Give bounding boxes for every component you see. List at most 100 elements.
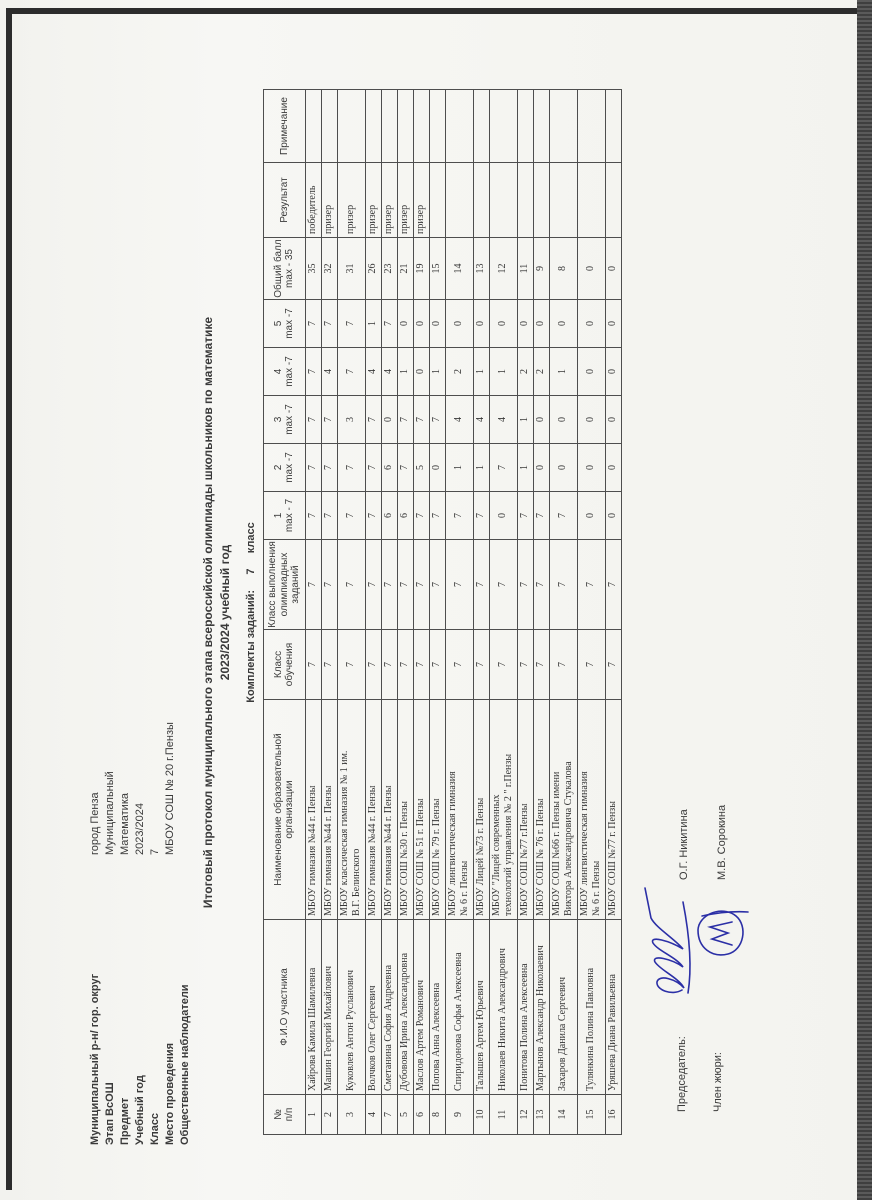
score-task-2: 7 (365, 443, 381, 492)
protocol-title-line2: 2023/2024 учебный год (218, 544, 232, 681)
table-row: 5 Дубовова Ирина Александровна МБОУ СОШ №3… (397, 89, 413, 1135)
result (489, 162, 517, 238)
info-line-year: Учебный год 2023/2024 (133, 722, 148, 1145)
class-study: 7 (489, 629, 517, 700)
info-label-district: Муниципальный р-н/ гор. округ (89, 973, 101, 1145)
header-note: Примечание (263, 89, 305, 163)
result (429, 162, 445, 238)
table-row: 14 Захаров Данила Сергеевич МБОУ СОШ №66 г… (549, 89, 577, 1135)
scan-frame-right-edge (857, 0, 872, 1200)
score-task-1: 7 (473, 491, 489, 540)
row-number: 5 (397, 1094, 413, 1135)
score-task-1: 0 (605, 491, 621, 540)
score-task-3: 7 (429, 395, 445, 444)
class-study: 7 (381, 629, 397, 700)
protocol-info-block: Муниципальный р-н/ гор. округ город Пенза… (88, 722, 193, 1145)
score-task-5: 7 (337, 299, 365, 348)
row-number: 9 (445, 1094, 473, 1135)
result: призер (381, 162, 397, 238)
organization: МБОУ СОШ №30 г. Пензы (397, 699, 413, 920)
score-task-1: 6 (381, 491, 397, 540)
note (321, 89, 337, 163)
score-task-3: 0 (381, 395, 397, 444)
score-task-3: 4 (489, 395, 517, 444)
score-task-4: 2 (533, 347, 549, 396)
score-task-1: 7 (305, 491, 321, 540)
score-task-3: 0 (549, 395, 577, 444)
result (577, 162, 605, 238)
score-task-2: 7 (397, 443, 413, 492)
score-task-1: 0 (577, 491, 605, 540)
header-task-1: 1 max - 7 (263, 491, 305, 540)
results-table: № п/п Ф.И.О участника Наименование образ… (263, 89, 622, 1135)
class-study: 7 (577, 629, 605, 700)
note (337, 89, 365, 163)
organization: МБОУ гимназия №44 г. Пензы (305, 699, 321, 920)
total-score: 0 (605, 237, 621, 300)
score-task-3: 0 (605, 395, 621, 444)
info-value-subject: Математика (119, 793, 131, 855)
result: призер (413, 162, 429, 238)
score-task-2: 7 (321, 443, 337, 492)
participant-name: Уряшева Диана Равильевна (605, 919, 621, 1095)
total-score: 11 (517, 237, 533, 300)
info-label-subject: Предмет (119, 1097, 131, 1145)
score-task-5: 7 (305, 299, 321, 348)
score-task-1: 7 (533, 491, 549, 540)
row-number: 3 (337, 1094, 365, 1135)
info-value-year: 2023/2024 (134, 803, 146, 855)
total-score: 14 (445, 237, 473, 300)
organization: МБОУ гимназия №44 г. Пензы (381, 699, 397, 920)
participant-name: Николаев Никита Александрович (489, 919, 517, 1095)
score-task-5: 7 (321, 299, 337, 348)
header-task-5: 5 max -7 (263, 299, 305, 348)
organization: МБОУ гимназия №44 г. Пензы (321, 699, 337, 920)
score-task-1: 7 (517, 491, 533, 540)
info-label-class: Класс (149, 1112, 161, 1145)
total-score: 12 (489, 237, 517, 300)
score-task-3: 0 (533, 395, 549, 444)
header-row: № п/п Ф.И.О участника Наименование образ… (263, 89, 305, 1135)
class-study: 7 (321, 629, 337, 700)
score-task-2: 0 (605, 443, 621, 492)
participant-name: Спиридонова Софья Алексеевна (445, 919, 473, 1095)
table-row: 4 Волчков Олег Сергеевич МБОУ гимназия №44… (365, 89, 381, 1135)
row-number: 6 (413, 1094, 429, 1135)
note (429, 89, 445, 163)
jury-member-signature (697, 910, 749, 956)
result (533, 162, 549, 238)
table-row: 2 Машин Георгий Михайлович МБОУ гимназия №… (321, 89, 337, 1135)
table-row: 15 Тулянкина Полина Павловна МБОУ лингвист… (577, 89, 605, 1135)
score-task-1: 7 (445, 491, 473, 540)
table-row: 8 Попова Анна Алексеевна МБОУ СОШ № 79 г. … (429, 89, 445, 1135)
score-task-2: 7 (489, 443, 517, 492)
class-study: 7 (445, 629, 473, 700)
result: призер (365, 162, 381, 238)
score-task-5: 0 (605, 299, 621, 348)
total-score: 0 (577, 237, 605, 300)
score-task-1: 7 (549, 491, 577, 540)
score-task-5: 0 (533, 299, 549, 348)
score-task-3: 7 (305, 395, 321, 444)
row-number: 12 (517, 1094, 533, 1135)
note (473, 89, 489, 163)
info-label-observers: Общественные наблюдатели (179, 984, 191, 1145)
participant-name: Машин Георгий Михайлович (321, 919, 337, 1095)
score-task-4: 0 (413, 347, 429, 396)
total-score: 15 (429, 237, 445, 300)
result: победитель (305, 162, 321, 238)
class-study: 7 (397, 629, 413, 700)
header-total-score: Общий балл max - 35 (263, 237, 305, 300)
table-row: 16 Уряшева Диана Равильевна МБОУ СОШ №77 г… (605, 89, 621, 1135)
header-task-2: 2 max -7 (263, 443, 305, 492)
class-study: 7 (549, 629, 577, 700)
class-study: 7 (305, 629, 321, 700)
total-score: 21 (397, 237, 413, 300)
note (517, 89, 533, 163)
table-row: 10 Талышев Артем Юрьевич МБОУ Лицей №73 г.… (473, 89, 489, 1135)
header-class-perform: Класс выполнения олимпиадных заданий (263, 539, 305, 630)
result: призер (337, 162, 365, 238)
organization: МБОУ лингвистическая гимназия № 6 г. Пен… (445, 699, 473, 920)
participant-name: Маслов Артем Романович (413, 919, 429, 1095)
